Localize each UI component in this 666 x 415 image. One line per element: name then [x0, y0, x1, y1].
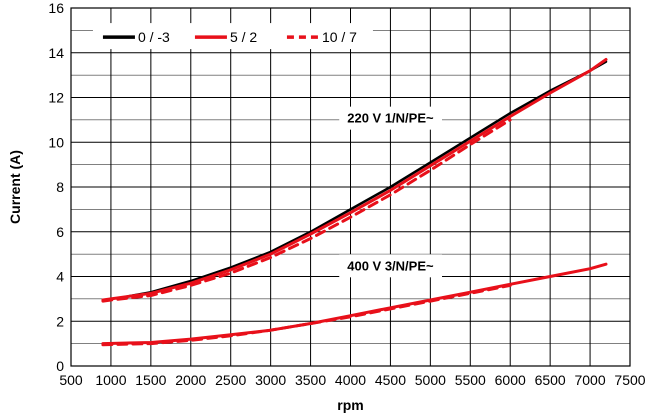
x-tick-label: 2000 [175, 372, 206, 388]
x-axis-title: rpm [337, 397, 363, 413]
annotation-400v: 400 V 3/N/PE~ [347, 258, 434, 273]
y-tick-label: 8 [56, 179, 64, 195]
x-tick-label: 1000 [95, 372, 126, 388]
y-tick-label: 0 [56, 358, 64, 374]
x-tick-label: 4000 [335, 372, 366, 388]
plot-frame [70, 7, 631, 367]
legend-box [92, 23, 373, 50]
annotation-background [339, 106, 443, 130]
series-lines [101, 58, 608, 347]
legend: 0 / -3 5 / 2 10 / 7 [102, 29, 357, 45]
x-tick-label: 5000 [415, 372, 446, 388]
series-line-2 [101, 118, 512, 303]
legend-label: 0 / -3 [138, 29, 170, 45]
grid [70, 7, 631, 367]
series-line-1 [101, 58, 608, 302]
x-tick-label: 5500 [455, 372, 486, 388]
y-tick-label: 2 [56, 313, 64, 329]
x-tick-label: 7000 [574, 372, 605, 388]
x-tick-label: 500 [59, 372, 83, 388]
annotation-background [339, 254, 443, 278]
x-tick-label: 7500 [614, 372, 645, 388]
x-tick-label: 1500 [135, 372, 166, 388]
x-tick-label: 2500 [215, 372, 246, 388]
y-tick-label: 4 [56, 269, 64, 285]
y-tick-label: 14 [48, 45, 64, 61]
annotation-220v: 220 V 1/N/PE~ [347, 111, 434, 126]
y-tick-label: 10 [48, 134, 64, 150]
axes: 500 1000 1500 2000 2500 3000 3500 4000 4500 5000 5… [48, 0, 645, 388]
legend-label: 5 / 2 [230, 29, 257, 45]
y-tick-label: 16 [48, 0, 64, 16]
x-tick-label: 6000 [495, 372, 526, 388]
series-line-0 [125, 60, 608, 298]
y-axis-title: Current (A) [7, 150, 23, 224]
x-tick-label: 6500 [535, 372, 566, 388]
x-tick-label: 3000 [255, 372, 286, 388]
series-line-4 [101, 283, 512, 347]
x-tick-label: 4500 [375, 372, 406, 388]
x-tick-label: 3500 [295, 372, 326, 388]
legend-label: 10 / 7 [322, 29, 357, 45]
y-tick-label: 6 [56, 224, 64, 240]
y-tick-label: 12 [48, 90, 64, 106]
